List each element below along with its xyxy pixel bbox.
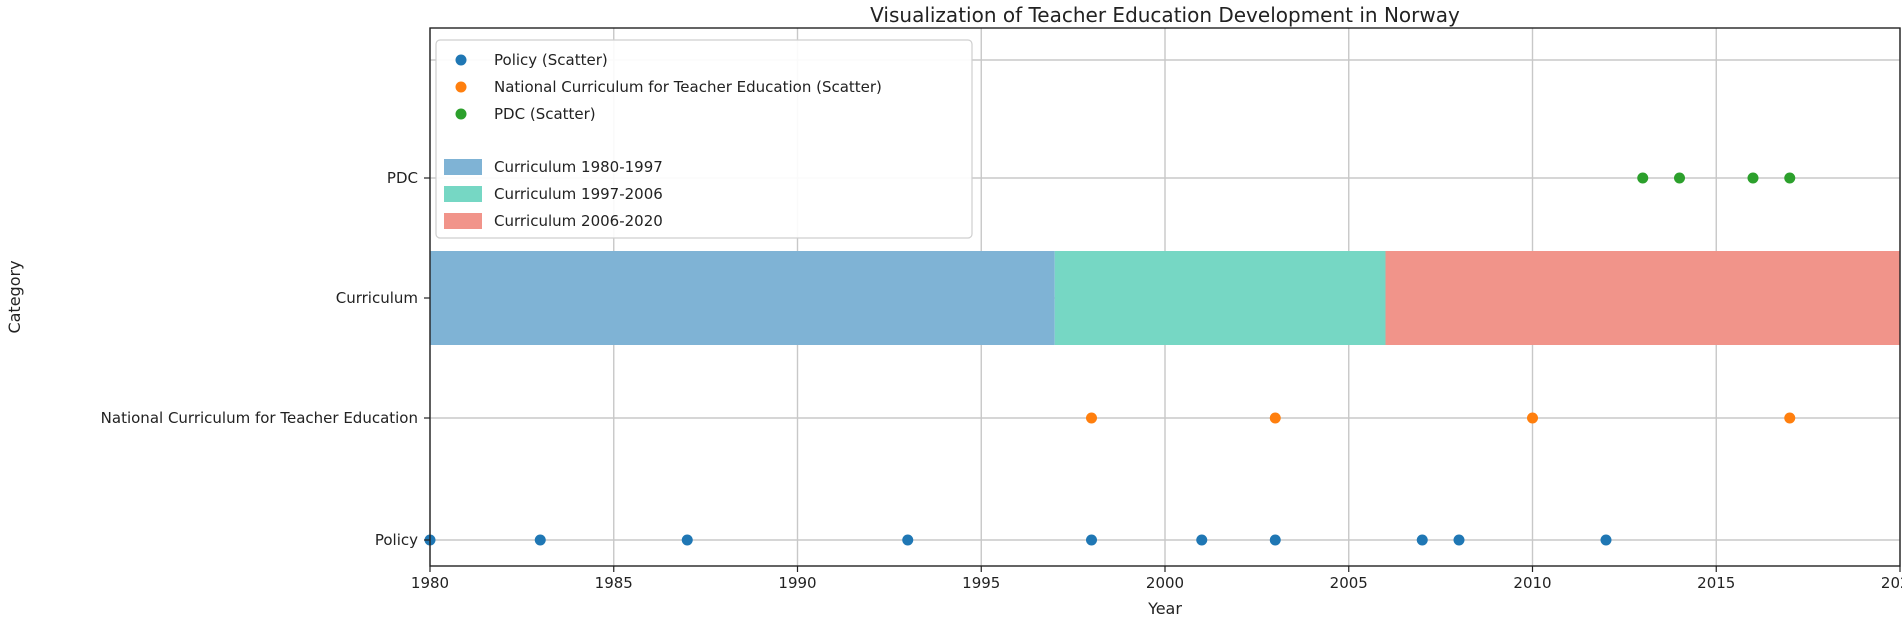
x-axis-label: Year	[1147, 599, 1182, 618]
y-tick-label: Curriculum	[336, 289, 418, 307]
points-layer	[424, 172, 1796, 546]
legend-swatch	[444, 159, 482, 175]
legend-marker	[455, 81, 467, 93]
data-point	[902, 534, 914, 546]
y-tick-label: National Curriculum for Teacher Educatio…	[101, 409, 418, 427]
legend-label: Curriculum 1997-2006	[494, 185, 663, 203]
data-point	[1784, 412, 1796, 424]
x-tick-label: 2005	[1330, 574, 1368, 592]
data-point	[1086, 412, 1097, 424]
x-tick-label: 2015	[1697, 574, 1735, 592]
y-tick-label: Policy	[375, 531, 418, 549]
data-point	[1637, 172, 1649, 184]
y-axis-label: Category	[5, 260, 24, 333]
x-axis-ticks: 1980 1985 1990 1995 2000 2005 2010 2015 2020	[411, 566, 1902, 592]
data-point	[1747, 172, 1759, 184]
data-point	[1527, 412, 1538, 424]
data-point	[1674, 172, 1685, 184]
x-tick-label: 1980	[411, 574, 449, 592]
legend-label: Policy (Scatter)	[494, 51, 608, 69]
data-point	[534, 534, 546, 546]
span-bar	[430, 251, 1055, 345]
x-tick-label: 1995	[962, 574, 1000, 592]
legend-box	[435, 39, 973, 239]
data-point	[1269, 412, 1281, 424]
x-tick-label: 2010	[1513, 574, 1551, 592]
x-tick-label: 2000	[1146, 574, 1184, 592]
legend-marker	[455, 108, 467, 120]
spans-layer	[430, 251, 1900, 345]
legend-swatch	[444, 186, 482, 202]
data-point	[1600, 534, 1612, 546]
y-axis-ticks: Policy National Curriculum for Teacher Ed…	[101, 169, 430, 549]
data-point	[1269, 534, 1281, 546]
x-tick-label: 2020	[1881, 574, 1902, 592]
data-point	[1086, 534, 1097, 546]
span-bar	[1385, 251, 1900, 345]
legend-swatch	[444, 213, 482, 229]
y-tick-label: PDC	[387, 169, 418, 187]
data-point	[1784, 172, 1796, 184]
x-tick-label: 1990	[778, 574, 816, 592]
chart-title: Visualization of Teacher Education Devel…	[870, 3, 1460, 27]
data-point	[1453, 534, 1465, 546]
x-tick-label: 1985	[595, 574, 633, 592]
data-point	[1196, 534, 1208, 546]
legend: Policy (Scatter) National Curriculum for …	[435, 39, 973, 239]
legend-label: PDC (Scatter)	[494, 105, 596, 123]
data-point	[1416, 534, 1428, 546]
legend-label: National Curriculum for Teacher Educatio…	[494, 78, 882, 96]
legend-label: Curriculum 1980-1997	[494, 158, 663, 176]
legend-label: Curriculum 2006-2020	[494, 212, 663, 230]
span-bar	[1054, 251, 1386, 345]
legend-marker	[455, 54, 467, 66]
data-point	[681, 534, 693, 546]
